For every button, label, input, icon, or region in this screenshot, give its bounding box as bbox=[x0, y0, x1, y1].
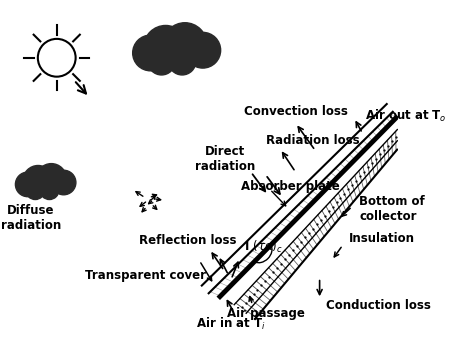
Circle shape bbox=[185, 32, 220, 68]
Circle shape bbox=[40, 181, 59, 200]
Text: Bottom of
collector: Bottom of collector bbox=[359, 195, 425, 223]
Circle shape bbox=[163, 23, 207, 67]
Circle shape bbox=[23, 166, 53, 196]
Circle shape bbox=[144, 25, 188, 69]
Circle shape bbox=[168, 47, 196, 75]
Circle shape bbox=[132, 35, 168, 71]
Text: I $(\tau\alpha)_c$: I $(\tau\alpha)_c$ bbox=[244, 239, 283, 255]
Text: Transparent cover: Transparent cover bbox=[85, 269, 206, 282]
Text: Reflection loss: Reflection loss bbox=[140, 234, 237, 247]
Circle shape bbox=[51, 170, 76, 195]
Text: Air out at T$_o$: Air out at T$_o$ bbox=[365, 108, 447, 124]
Text: Air in at T$_i$: Air in at T$_i$ bbox=[196, 316, 266, 332]
Circle shape bbox=[26, 181, 45, 200]
Circle shape bbox=[148, 47, 175, 75]
Text: Radiation loss: Radiation loss bbox=[266, 134, 360, 147]
Circle shape bbox=[15, 172, 40, 197]
Text: Convection loss: Convection loss bbox=[244, 105, 348, 118]
Text: Direct
radiation: Direct radiation bbox=[195, 145, 255, 173]
Text: Absorber plate: Absorber plate bbox=[241, 180, 339, 193]
Text: Insulation: Insulation bbox=[349, 232, 415, 245]
Circle shape bbox=[38, 39, 75, 77]
Circle shape bbox=[36, 164, 66, 194]
Text: Air passage: Air passage bbox=[227, 307, 305, 320]
Text: Diffuse
radiation: Diffuse radiation bbox=[1, 204, 61, 232]
Text: Conduction loss: Conduction loss bbox=[326, 299, 431, 312]
